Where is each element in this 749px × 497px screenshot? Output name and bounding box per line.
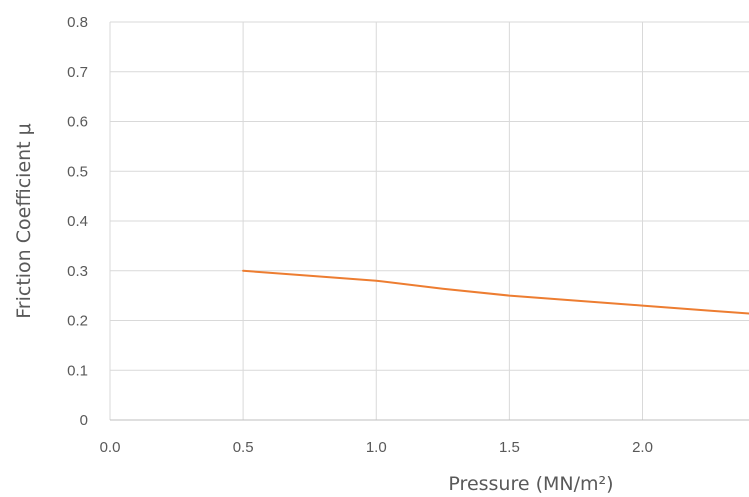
y-tick-label: 0.5 (67, 163, 88, 180)
x-tick-label: 1.0 (366, 439, 387, 456)
x-tick-label: 0.5 (233, 439, 254, 456)
tick-labels: 0 0.1 0.2 0.3 0.4 0.5 0.6 0.7 0.8 0.0 0.5 1.0 1.5 2.0 (67, 14, 653, 456)
y-tick-label: 0.1 (67, 362, 88, 379)
x-axis-title: Pressure (MN/m²) (448, 473, 613, 495)
x-tick-label: 1.5 (499, 439, 520, 456)
y-tick-label: 0.7 (67, 64, 88, 81)
y-tick-label: 0 (80, 412, 88, 429)
y-tick-label: 0.6 (67, 114, 88, 131)
y-tick-label: 0.3 (67, 263, 88, 280)
y-tick-label: 0.4 (67, 213, 88, 230)
series-line (242, 269, 749, 315)
y-axis-title: Friction Coefficient μ (13, 123, 35, 319)
series-layer (242, 269, 749, 315)
y-tick-label: 0.2 (67, 313, 88, 330)
x-tick-label: 2.0 (632, 439, 653, 456)
gridlines (109, 21, 749, 420)
x-tick-label: 0.0 (100, 439, 121, 456)
y-tick-label: 0.8 (67, 14, 88, 31)
